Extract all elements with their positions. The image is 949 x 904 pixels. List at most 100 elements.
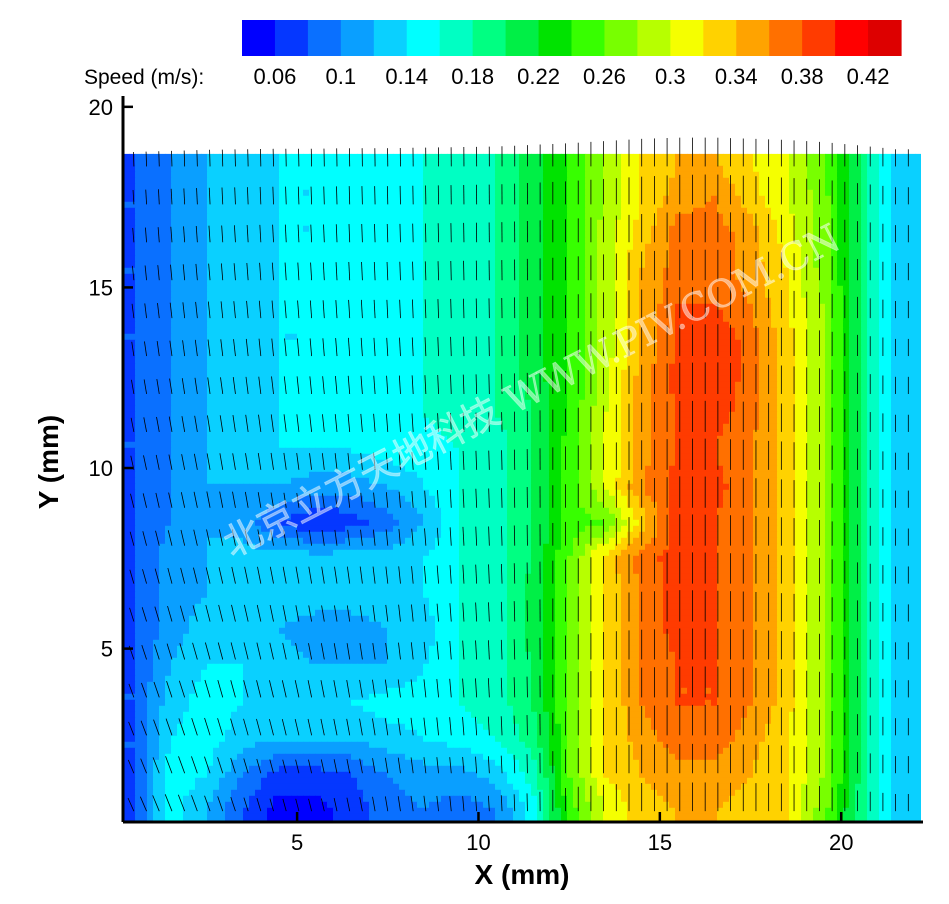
contour-cell [711, 225, 718, 233]
contour-cell [855, 177, 862, 185]
contour-cell [687, 213, 694, 221]
contour-cell [315, 315, 322, 323]
contour-cell [267, 189, 274, 197]
contour-cell [741, 321, 748, 329]
contour-cell [657, 363, 664, 371]
contour-cell [441, 171, 448, 179]
contour-cell [315, 351, 322, 359]
contour-cell [447, 309, 454, 317]
contour-cell [219, 183, 226, 191]
contour-cell [471, 177, 478, 185]
contour-cell [237, 255, 244, 263]
contour-cell [777, 231, 784, 239]
contour-cell [555, 303, 562, 311]
contour-cell [297, 285, 304, 293]
contour-cell [201, 261, 208, 269]
contour-cell [879, 195, 886, 203]
contour-cell [213, 231, 220, 239]
contour-cell [561, 249, 568, 257]
contour-cell [879, 339, 886, 347]
contour-cell [339, 279, 346, 287]
contour-cell [483, 315, 490, 323]
contour-cell [543, 291, 550, 299]
contour-cell [327, 267, 334, 275]
contour-cell [189, 231, 196, 239]
contour-cell [627, 345, 634, 353]
contour-cell [477, 231, 484, 239]
contour-cell [219, 375, 226, 383]
contour-cell [639, 261, 646, 269]
contour-cell [525, 153, 532, 161]
contour-cell [639, 219, 646, 227]
contour-cell [183, 207, 190, 215]
contour-cell [615, 255, 622, 263]
contour-cell [393, 363, 400, 371]
contour-cell [735, 213, 742, 221]
contour-cell [777, 327, 784, 335]
contour-cell [243, 327, 250, 335]
contour-cell [795, 225, 802, 233]
contour-cell [189, 267, 196, 275]
contour-cell [813, 333, 820, 341]
contour-cell [513, 279, 520, 287]
contour-cell [759, 351, 766, 359]
contour-cell [735, 297, 742, 305]
contour-cell [471, 309, 478, 317]
contour-cell [615, 279, 622, 287]
contour-cell [801, 327, 808, 335]
contour-cell [777, 351, 784, 359]
contour-cell [645, 279, 652, 287]
contour-cell [393, 261, 400, 269]
contour-cell [441, 243, 448, 251]
contour-cell [345, 213, 352, 221]
contour-cell [657, 237, 664, 245]
contour-cell [231, 183, 238, 191]
contour-cell [813, 267, 820, 275]
contour-cell [429, 219, 436, 227]
contour-cell [861, 183, 868, 191]
contour-cell [447, 207, 454, 215]
contour-cell [393, 327, 400, 335]
contour-cell [309, 321, 316, 329]
contour-cell [231, 165, 238, 173]
contour-cell [153, 309, 160, 317]
contour-cell [783, 285, 790, 293]
contour-cell [729, 153, 736, 161]
contour-cell [855, 201, 862, 209]
contour-cell [291, 285, 298, 293]
contour-cell [885, 321, 892, 329]
contour-cell [615, 195, 622, 203]
contour-cell [855, 249, 862, 257]
contour-cell [777, 165, 784, 173]
contour-cell [351, 213, 358, 221]
contour-cell [159, 255, 166, 263]
contour-cell [813, 297, 820, 305]
contour-cell [357, 213, 364, 221]
contour-cell [495, 309, 502, 317]
contour-cell [645, 153, 652, 161]
contour-cell [909, 297, 916, 305]
contour-cell [159, 369, 166, 377]
contour-cell [201, 339, 208, 347]
contour-cell [735, 231, 742, 239]
contour-cell [699, 351, 706, 359]
contour-cell [543, 243, 550, 251]
contour-cell [885, 183, 892, 191]
contour-cell [363, 345, 370, 353]
contour-cell [555, 345, 562, 353]
contour-cell [675, 309, 682, 317]
contour-cell [567, 261, 574, 269]
contour-cell [531, 363, 538, 371]
contour-cell [549, 237, 556, 245]
contour-cell [465, 327, 472, 335]
contour-cell [669, 171, 676, 179]
contour-cell [621, 207, 628, 215]
contour-cell [249, 351, 256, 359]
contour-cell [201, 357, 208, 365]
contour-cell [525, 369, 532, 377]
contour-cell [135, 153, 142, 161]
contour-cell [501, 315, 508, 323]
contour-cell [585, 279, 592, 287]
contour-cell [453, 201, 460, 209]
contour-cell [735, 321, 742, 329]
